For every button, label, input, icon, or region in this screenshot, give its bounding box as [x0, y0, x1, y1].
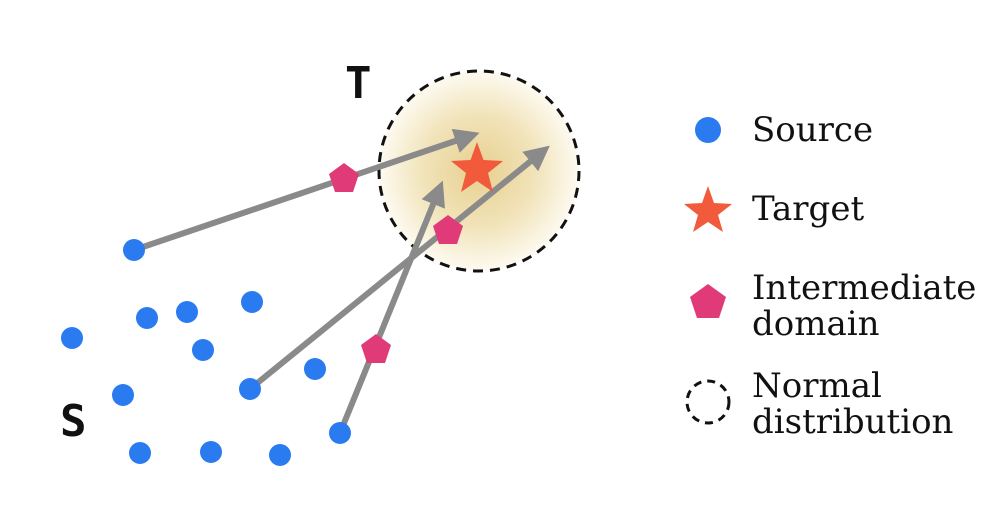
legend-source-label: Source: [752, 110, 874, 150]
arrow-3: [337, 180, 445, 436]
legend-normal-icon: [685, 379, 731, 425]
target-set-label: T: [345, 58, 372, 109]
source-point: [329, 422, 351, 444]
legend-normal-label-line2: distribution: [752, 402, 954, 442]
legend-normal-label-line1: Normal: [752, 366, 882, 406]
source-set-label: S: [60, 396, 87, 447]
source-point: [176, 301, 198, 323]
source-point: [112, 384, 134, 406]
arrow-2: [247, 145, 550, 392]
legend-target-icon: [684, 186, 732, 232]
target-star: [451, 142, 503, 192]
source-point: [241, 291, 263, 313]
intermediate-points: [329, 163, 463, 363]
source-point: [200, 441, 222, 463]
legend-target-label: Target: [752, 189, 865, 229]
source-point: [192, 339, 214, 361]
source-point: [239, 378, 261, 400]
intermediate-pentagon: [329, 163, 359, 192]
source-point: [304, 358, 326, 380]
intermediate-pentagon: [433, 215, 463, 244]
legend-source-icon: [695, 117, 721, 143]
source-point: [269, 444, 291, 466]
intermediate-pentagon: [361, 334, 391, 363]
source-point: [136, 307, 158, 329]
legend-intermediate-label-line2: domain: [752, 304, 880, 344]
source-points: [61, 239, 351, 466]
legend-intermediate-icon: [690, 284, 726, 318]
arrows: [131, 128, 550, 436]
legend: [684, 117, 732, 425]
source-point: [123, 239, 145, 261]
arrow-1: [131, 128, 480, 253]
source-point: [61, 327, 83, 349]
legend-intermediate-label-line1: Intermediate: [752, 268, 977, 308]
source-point: [129, 442, 151, 464]
